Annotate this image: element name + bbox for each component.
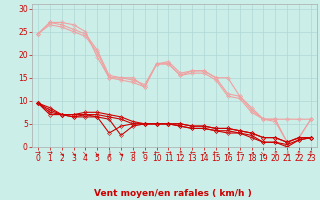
Text: ↑: ↑: [272, 151, 278, 157]
Text: 5: 5: [95, 154, 100, 163]
Text: 22: 22: [294, 154, 304, 163]
Text: →: →: [165, 151, 172, 157]
Text: ↘: ↘: [83, 151, 88, 157]
Text: 4: 4: [83, 154, 88, 163]
Text: 19: 19: [259, 154, 268, 163]
Text: 3: 3: [71, 154, 76, 163]
Text: 12: 12: [176, 154, 185, 163]
Text: ↓: ↓: [284, 151, 290, 157]
Text: 13: 13: [188, 154, 197, 163]
Text: ←: ←: [154, 151, 160, 157]
Text: ↕: ↕: [308, 151, 314, 157]
Text: 14: 14: [199, 154, 209, 163]
Text: ↗: ↗: [225, 151, 231, 157]
Text: ←: ←: [189, 151, 195, 157]
Text: 18: 18: [247, 154, 256, 163]
Text: 15: 15: [211, 154, 221, 163]
Text: 10: 10: [152, 154, 161, 163]
Text: 6: 6: [107, 154, 112, 163]
Text: →: →: [47, 151, 53, 157]
Text: ←: ←: [142, 151, 148, 157]
Text: 2: 2: [59, 154, 64, 163]
Text: 23: 23: [306, 154, 316, 163]
Text: 16: 16: [223, 154, 233, 163]
Text: ↘: ↘: [118, 151, 124, 157]
Text: ↕: ↕: [296, 151, 302, 157]
Text: 7: 7: [119, 154, 124, 163]
Text: 0: 0: [36, 154, 40, 163]
Text: →: →: [130, 151, 136, 157]
Text: 1: 1: [47, 154, 52, 163]
Text: Vent moyen/en rafales ( km/h ): Vent moyen/en rafales ( km/h ): [94, 189, 252, 198]
Text: ↗: ↗: [201, 151, 207, 157]
Text: 20: 20: [270, 154, 280, 163]
Text: ↘: ↘: [94, 151, 100, 157]
Text: ↘: ↘: [59, 151, 65, 157]
Text: ↓: ↓: [106, 151, 112, 157]
Text: 11: 11: [164, 154, 173, 163]
Text: 9: 9: [142, 154, 147, 163]
Text: 17: 17: [235, 154, 244, 163]
Text: ↘: ↘: [260, 151, 266, 157]
Text: ←: ←: [237, 151, 243, 157]
Text: ↗: ↗: [249, 151, 254, 157]
Text: →: →: [35, 151, 41, 157]
Text: ←: ←: [213, 151, 219, 157]
Text: ↘: ↘: [71, 151, 76, 157]
Text: 8: 8: [131, 154, 135, 163]
Text: ↑: ↑: [177, 151, 183, 157]
Text: 21: 21: [282, 154, 292, 163]
